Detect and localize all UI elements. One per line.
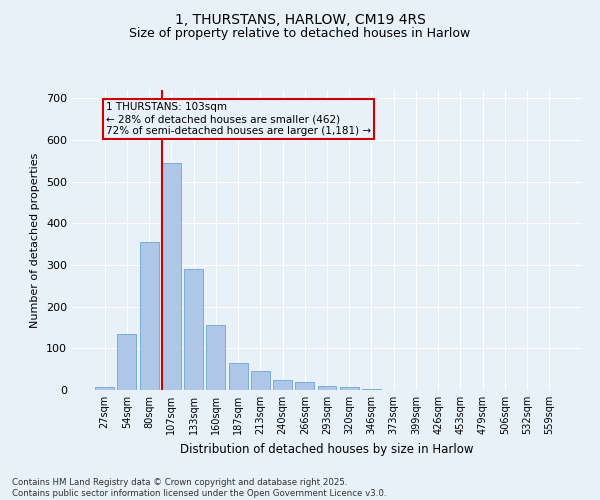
Bar — [295, 382, 314, 390]
Bar — [184, 269, 203, 390]
Bar — [229, 363, 248, 390]
Text: 1, THURSTANS, HARLOW, CM19 4RS: 1, THURSTANS, HARLOW, CM19 4RS — [175, 12, 425, 26]
Text: Contains HM Land Registry data © Crown copyright and database right 2025.
Contai: Contains HM Land Registry data © Crown c… — [12, 478, 386, 498]
Bar — [95, 386, 114, 390]
Bar — [118, 334, 136, 390]
Bar — [162, 163, 181, 390]
Bar — [140, 242, 158, 390]
Bar — [273, 380, 292, 390]
Bar — [206, 326, 225, 390]
Bar — [317, 386, 337, 390]
Text: 1 THURSTANS: 103sqm
← 28% of detached houses are smaller (462)
72% of semi-detac: 1 THURSTANS: 103sqm ← 28% of detached ho… — [106, 102, 371, 136]
Y-axis label: Number of detached properties: Number of detached properties — [31, 152, 40, 328]
Bar — [251, 371, 270, 390]
X-axis label: Distribution of detached houses by size in Harlow: Distribution of detached houses by size … — [180, 442, 474, 456]
Bar — [362, 389, 381, 390]
Bar — [340, 386, 359, 390]
Text: Size of property relative to detached houses in Harlow: Size of property relative to detached ho… — [130, 28, 470, 40]
